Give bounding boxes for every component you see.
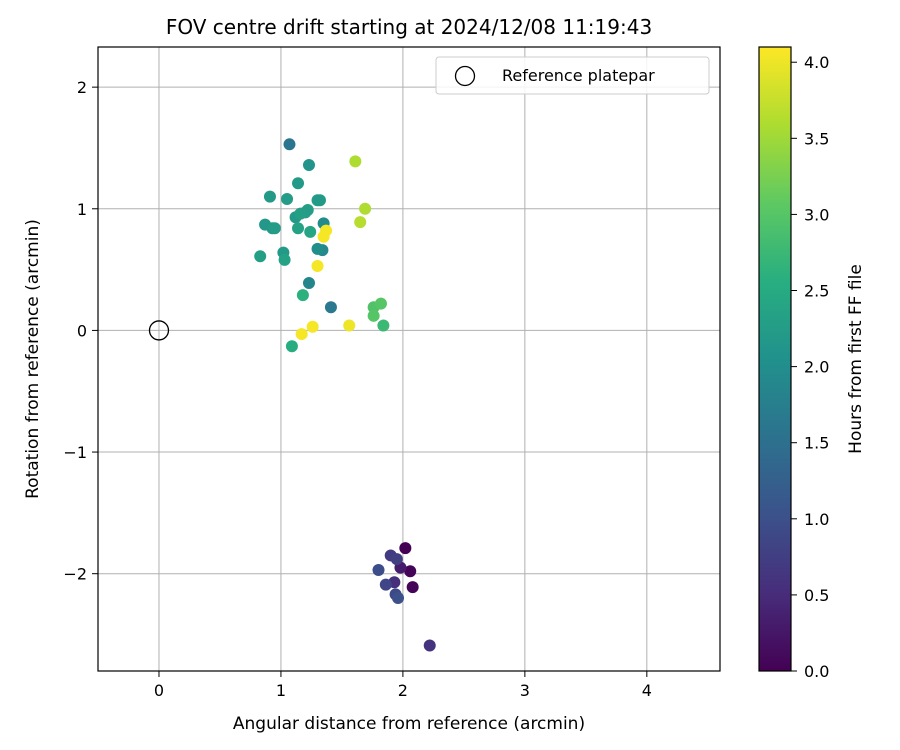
colorbar-tick-label: 0.5 (804, 586, 829, 605)
data-point (268, 222, 281, 235)
colorbar-label: Hours from first FF file (846, 264, 866, 454)
data-point (285, 340, 298, 353)
y-tick-label: −1 (63, 443, 87, 462)
chart-title: FOV centre drift starting at 2024/12/08 … (166, 15, 652, 39)
y-tick-label: −2 (63, 565, 87, 584)
data-point (302, 158, 315, 171)
x-tick-label: 0 (154, 681, 164, 700)
data-point (311, 259, 324, 272)
colorbar-tick-label: 3.0 (804, 205, 829, 224)
reference-platepar-marker (148, 320, 170, 341)
colorbar-tick-label: 4.0 (804, 53, 829, 72)
colorbar-tick-label: 3.5 (804, 129, 829, 148)
data-point (379, 578, 392, 591)
y-axis-ticks: −2 −1 0 1 2 (63, 78, 98, 584)
data-point (311, 242, 324, 255)
data-point (292, 222, 305, 235)
legend-box (435, 56, 710, 95)
colorbar (758, 46, 792, 672)
data-point (392, 592, 405, 605)
x-axis-ticks: 0 1 2 3 4 (154, 671, 652, 700)
data-point (343, 319, 356, 332)
data-point (359, 202, 372, 215)
data-point (263, 190, 276, 203)
data-point (349, 155, 362, 168)
data-point (294, 207, 307, 220)
colorbar-ticks: 0.0 0.5 1.0 1.5 2.0 2.5 3.0 3.5 4.0 (791, 53, 829, 681)
data-point (281, 193, 294, 206)
data-point (278, 253, 291, 266)
data-point (372, 564, 385, 577)
x-tick-label: 2 (398, 681, 408, 700)
colorbar-tick-label: 1.0 (804, 510, 829, 529)
colorbar-tick-label: 2.5 (804, 282, 829, 301)
y-axis-label: Rotation from reference (arcmin) (23, 219, 43, 499)
data-point (292, 177, 305, 190)
data-point (423, 639, 436, 652)
legend: Reference platepar (435, 56, 710, 95)
data-point (302, 276, 315, 289)
data-point (313, 194, 326, 207)
x-tick-label: 1 (276, 681, 286, 700)
legend-marker-icon (454, 65, 476, 87)
data-point (317, 230, 330, 243)
legend-label: Reference platepar (502, 66, 655, 85)
x-tick-label: 4 (642, 681, 652, 700)
data-point (390, 553, 403, 566)
data-point (295, 328, 308, 341)
colorbar-tick-label: 2.0 (804, 358, 829, 377)
x-axis-label: Angular distance from reference (arcmin) (233, 714, 585, 734)
x-tick-label: 3 (520, 681, 530, 700)
data-point (374, 297, 387, 310)
data-point (399, 542, 412, 555)
data-point (296, 289, 309, 302)
data-point (306, 320, 319, 333)
y-tick-label: 2 (77, 78, 87, 97)
data-point (377, 319, 390, 332)
y-tick-label: 1 (77, 200, 87, 219)
data-point (283, 138, 296, 151)
colorbar-tick-label: 0.0 (804, 662, 829, 681)
data-point (406, 581, 419, 594)
colorbar-tick-label: 1.5 (804, 434, 829, 453)
data-point (404, 565, 417, 578)
reference-marker-layer (148, 320, 170, 341)
plot-frame (97, 46, 721, 672)
data-point (324, 301, 337, 314)
y-tick-label: 0 (77, 321, 87, 340)
data-points (254, 138, 436, 652)
data-point (254, 250, 267, 263)
data-point (354, 216, 367, 229)
data-point (304, 225, 317, 238)
data-point (367, 309, 380, 322)
